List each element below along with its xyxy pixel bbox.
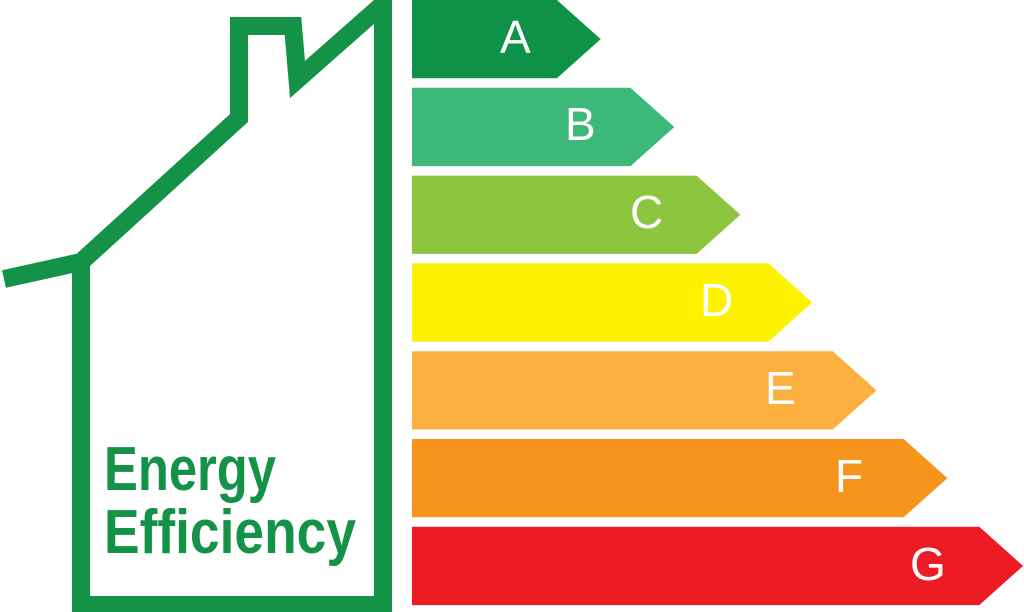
svg-text:D: D: [700, 274, 733, 326]
svg-text:Energy: Energy: [104, 435, 276, 504]
svg-text:C: C: [630, 186, 663, 238]
svg-text:B: B: [565, 98, 596, 150]
svg-text:G: G: [910, 538, 946, 590]
svg-text:A: A: [500, 11, 531, 63]
svg-text:E: E: [765, 362, 796, 414]
svg-text:F: F: [835, 450, 863, 502]
svg-text:Efficiency: Efficiency: [104, 498, 356, 567]
